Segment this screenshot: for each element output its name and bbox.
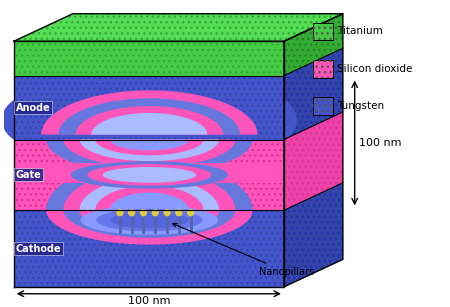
Polygon shape bbox=[110, 210, 189, 221]
Bar bbox=[14, 178, 284, 202]
Text: Nanopillars: Nanopillars bbox=[173, 223, 315, 277]
Bar bbox=[14, 139, 284, 210]
Text: Cathode: Cathode bbox=[16, 243, 61, 254]
Circle shape bbox=[176, 210, 182, 216]
Bar bbox=[14, 210, 284, 287]
Ellipse shape bbox=[71, 161, 228, 188]
Bar bbox=[313, 97, 333, 115]
Bar bbox=[14, 210, 284, 287]
Ellipse shape bbox=[91, 182, 207, 200]
Bar bbox=[313, 23, 333, 40]
Polygon shape bbox=[73, 181, 226, 221]
Ellipse shape bbox=[81, 205, 218, 235]
Polygon shape bbox=[95, 139, 203, 155]
Polygon shape bbox=[46, 161, 252, 210]
Ellipse shape bbox=[46, 204, 252, 242]
Circle shape bbox=[117, 210, 123, 216]
Polygon shape bbox=[80, 210, 219, 232]
Polygon shape bbox=[284, 183, 343, 287]
Polygon shape bbox=[41, 162, 257, 221]
Polygon shape bbox=[116, 203, 183, 221]
Bar bbox=[14, 76, 284, 139]
Circle shape bbox=[164, 210, 170, 216]
Ellipse shape bbox=[90, 213, 208, 233]
Bar bbox=[313, 97, 333, 115]
Text: Gate: Gate bbox=[16, 170, 41, 180]
Polygon shape bbox=[46, 210, 252, 245]
Text: 100 nm: 100 nm bbox=[359, 138, 401, 148]
Ellipse shape bbox=[96, 209, 202, 231]
Text: Anode: Anode bbox=[16, 103, 50, 113]
Ellipse shape bbox=[103, 167, 196, 183]
Polygon shape bbox=[284, 112, 343, 210]
Polygon shape bbox=[284, 48, 343, 139]
Bar bbox=[14, 139, 284, 210]
Polygon shape bbox=[80, 139, 219, 161]
Polygon shape bbox=[46, 139, 252, 174]
Polygon shape bbox=[56, 172, 243, 221]
Bar bbox=[14, 139, 284, 210]
Bar bbox=[14, 210, 284, 287]
Bar bbox=[14, 41, 284, 76]
Polygon shape bbox=[95, 186, 203, 210]
Polygon shape bbox=[63, 170, 235, 210]
Ellipse shape bbox=[76, 178, 222, 203]
Bar bbox=[313, 23, 333, 40]
Bar bbox=[14, 76, 284, 139]
Polygon shape bbox=[110, 192, 189, 210]
Polygon shape bbox=[87, 188, 211, 221]
Polygon shape bbox=[58, 100, 240, 132]
Polygon shape bbox=[63, 210, 235, 238]
Polygon shape bbox=[14, 14, 343, 41]
Bar bbox=[14, 41, 284, 76]
Bar bbox=[14, 163, 284, 183]
Polygon shape bbox=[41, 90, 257, 134]
Text: 100 nm: 100 nm bbox=[128, 296, 170, 306]
Circle shape bbox=[152, 210, 158, 216]
Ellipse shape bbox=[87, 164, 211, 186]
Bar bbox=[14, 41, 284, 76]
Polygon shape bbox=[95, 210, 203, 226]
Bar bbox=[14, 76, 284, 139]
Polygon shape bbox=[76, 107, 223, 132]
Polygon shape bbox=[80, 178, 219, 210]
Polygon shape bbox=[102, 196, 197, 221]
Bar bbox=[14, 41, 284, 76]
Polygon shape bbox=[110, 139, 189, 150]
Ellipse shape bbox=[67, 208, 232, 238]
Circle shape bbox=[188, 210, 194, 216]
Bar bbox=[14, 76, 284, 139]
Ellipse shape bbox=[2, 95, 61, 144]
Ellipse shape bbox=[76, 210, 222, 236]
Polygon shape bbox=[76, 106, 223, 134]
Bar bbox=[313, 60, 333, 78]
Ellipse shape bbox=[110, 212, 189, 228]
Polygon shape bbox=[91, 113, 207, 132]
Bar bbox=[14, 76, 284, 139]
Polygon shape bbox=[284, 14, 343, 76]
Ellipse shape bbox=[58, 175, 240, 206]
Circle shape bbox=[129, 210, 135, 216]
Polygon shape bbox=[58, 98, 240, 134]
Text: Silicon dioxide: Silicon dioxide bbox=[337, 64, 412, 74]
Bar bbox=[14, 139, 284, 210]
Text: Tungsten: Tungsten bbox=[337, 101, 384, 111]
Circle shape bbox=[140, 210, 146, 216]
Ellipse shape bbox=[238, 95, 297, 144]
Polygon shape bbox=[63, 139, 235, 167]
Bar bbox=[313, 60, 333, 78]
Bar bbox=[14, 210, 284, 287]
Bar bbox=[14, 178, 284, 202]
Text: Titanium: Titanium bbox=[337, 26, 383, 37]
Polygon shape bbox=[41, 92, 257, 132]
Polygon shape bbox=[91, 113, 207, 134]
